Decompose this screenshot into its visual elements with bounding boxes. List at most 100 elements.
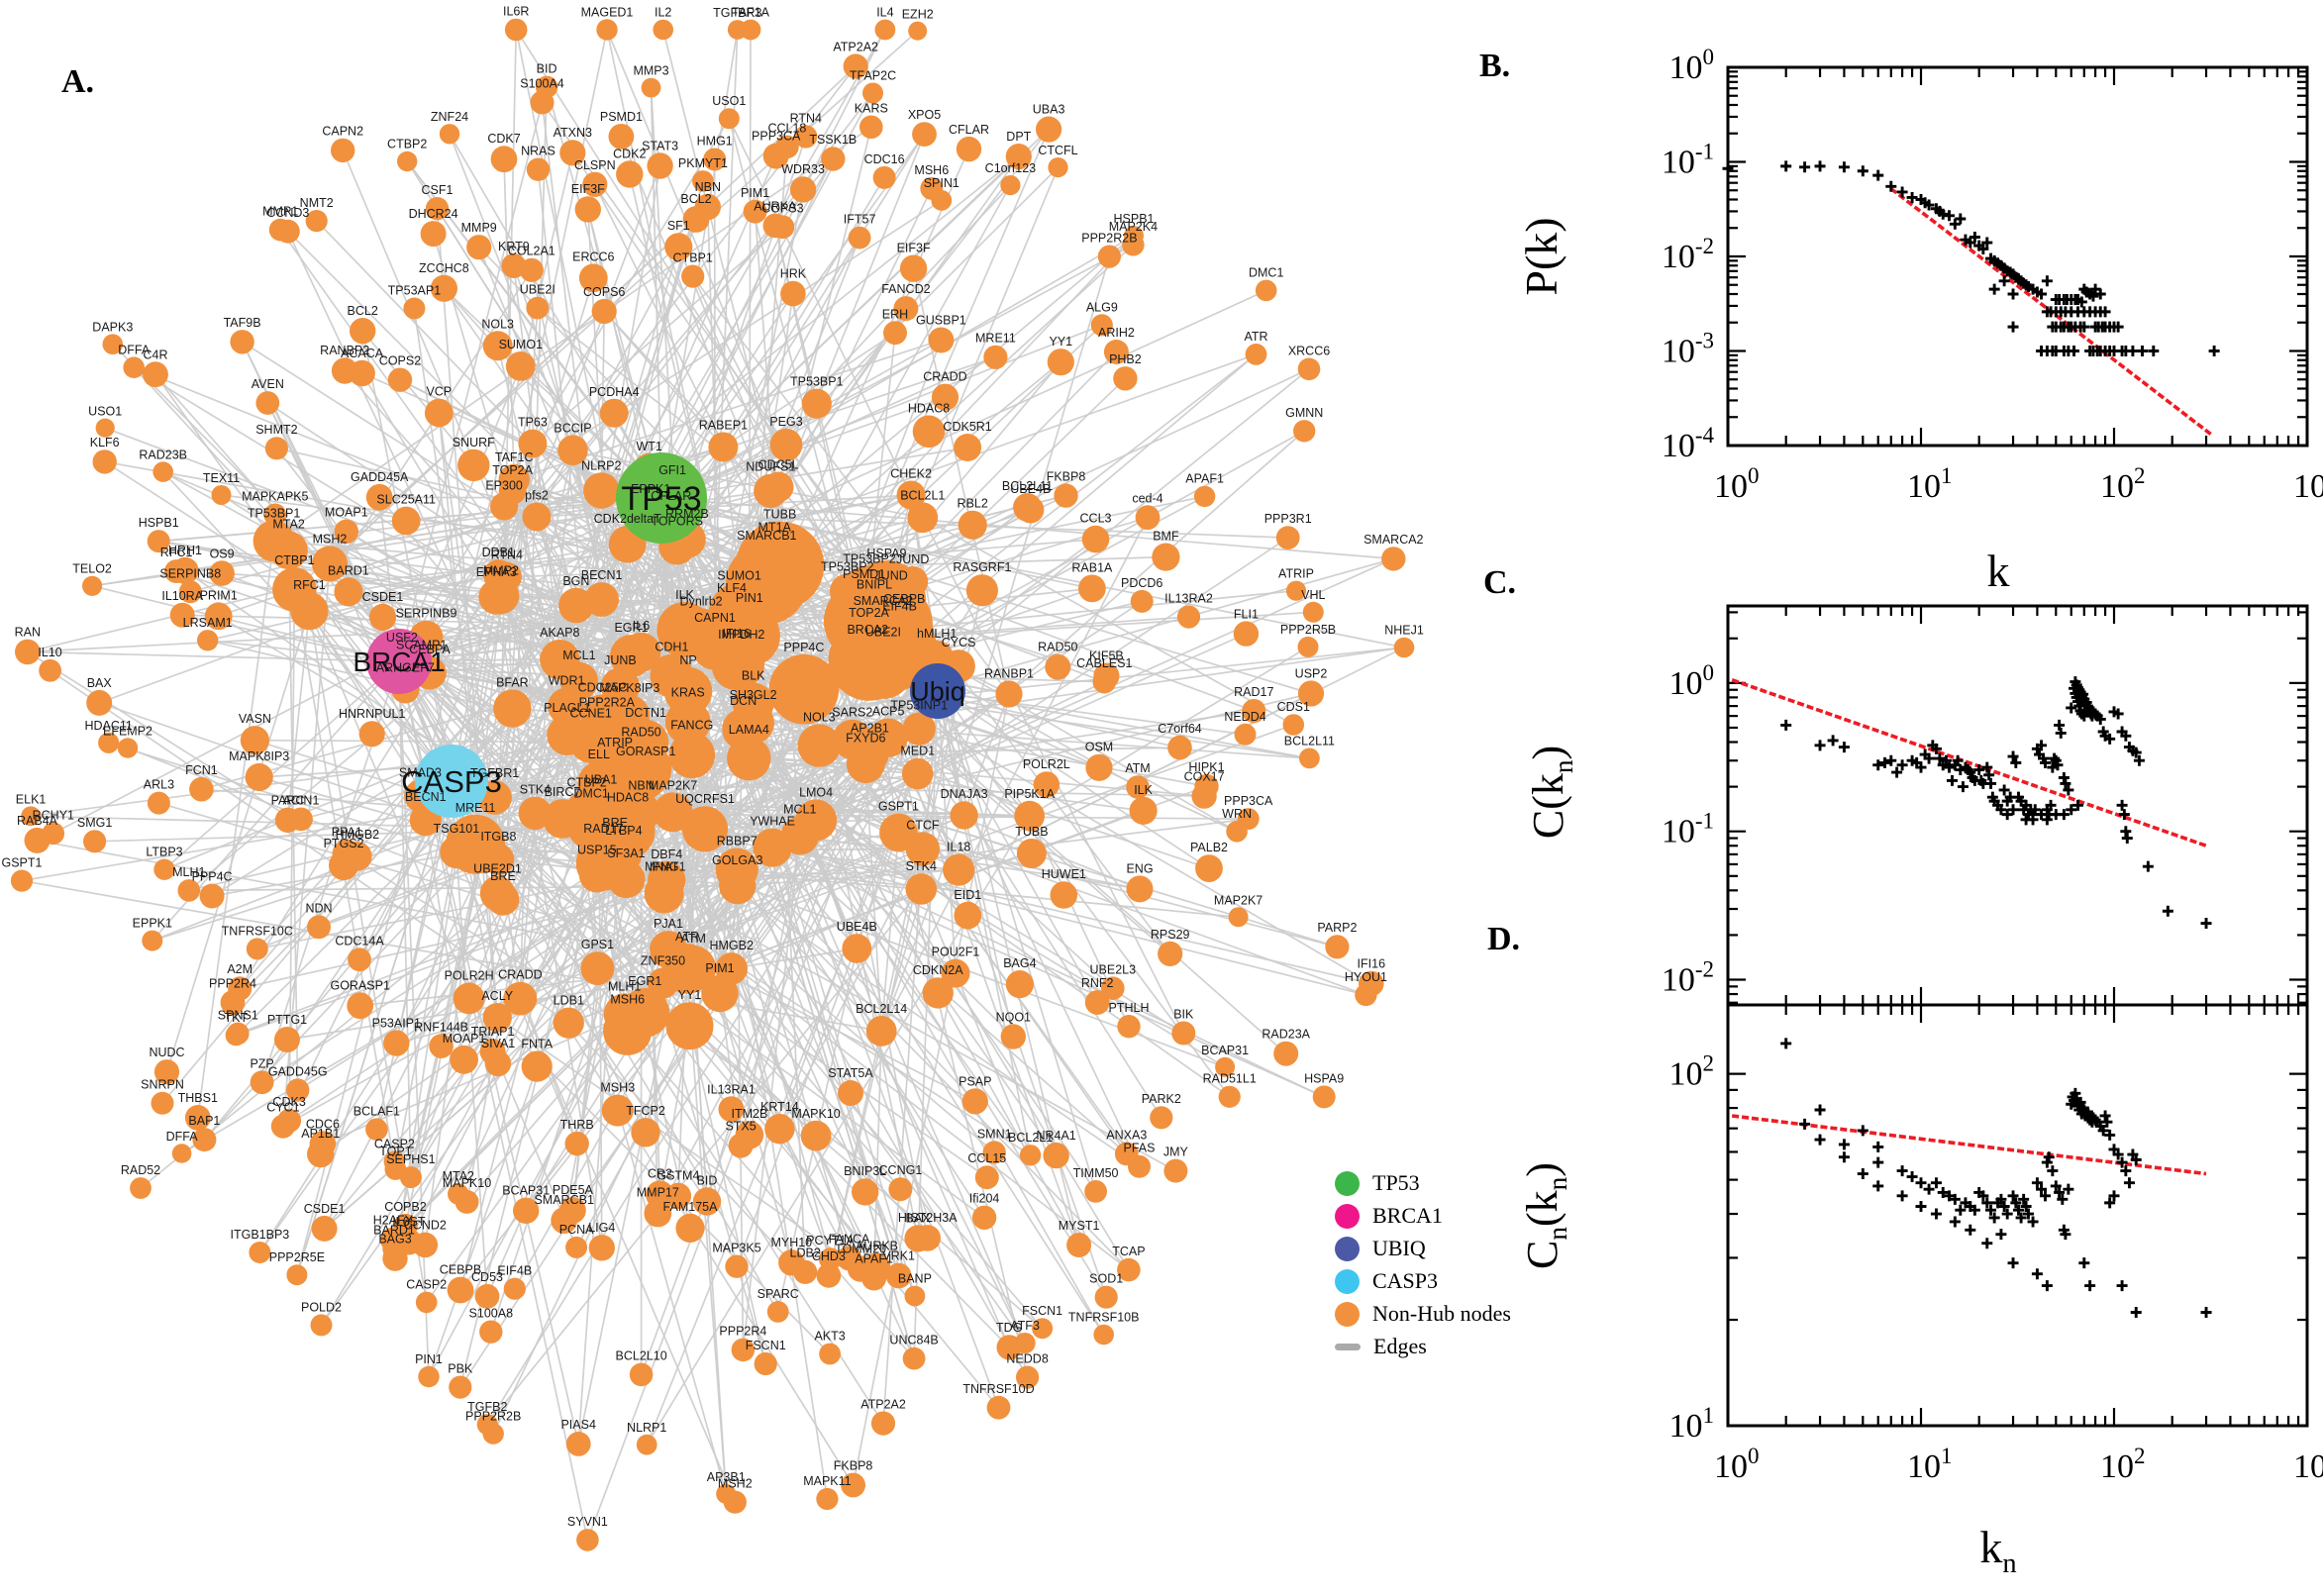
data-point	[1977, 1190, 1989, 1202]
network-node	[1016, 1365, 1040, 1389]
data-point	[1814, 740, 1826, 751]
gene-label: BCL2L10	[616, 1349, 667, 1363]
gene-label: TOPORS	[651, 515, 703, 529]
gene-label: RNF144B	[414, 1020, 468, 1034]
gene-label: POU2F1	[932, 946, 980, 959]
gene-label: TP63	[518, 416, 548, 430]
gene-label: PEG3	[769, 415, 802, 429]
network-edge	[486, 690, 939, 1426]
network-node	[838, 1080, 863, 1106]
gene-label: MT1A	[758, 521, 792, 535]
gene-label: LDB1	[554, 994, 584, 1008]
gene-label: HRK	[780, 267, 807, 281]
network-node	[789, 176, 817, 203]
network-node	[1275, 526, 1300, 549]
gene-label: BECN1	[405, 790, 447, 804]
gene-label: CCL15	[967, 1151, 1006, 1165]
network-node	[535, 75, 558, 99]
data-point	[1896, 1165, 1908, 1177]
data-point	[2039, 756, 2051, 768]
network-node	[832, 719, 872, 760]
gene-label: ATP2A2	[833, 40, 878, 53]
network-node	[816, 1487, 839, 1511]
data-point	[1985, 1204, 1997, 1216]
network-node	[675, 1213, 705, 1243]
data-point	[2112, 321, 2124, 333]
network-node	[865, 1016, 897, 1047]
network-node	[603, 1006, 653, 1055]
data-point	[2133, 754, 2145, 766]
gene-label: CCNG1	[879, 1163, 923, 1177]
data-point	[2031, 1177, 2043, 1189]
gene-label: BID	[697, 1173, 718, 1187]
gene-label: RAB4A	[17, 814, 58, 828]
gene-label: EIF3F	[571, 182, 605, 196]
gene-label: FSCN1	[1022, 1304, 1062, 1318]
gene-label: ENG	[1126, 862, 1153, 876]
gene-label: CTBP1	[274, 553, 314, 567]
network-node	[1193, 485, 1216, 508]
data-point	[2108, 1190, 2120, 1202]
hub-node-brca1	[366, 629, 432, 694]
gene-label: CDK2deltaT	[594, 512, 661, 526]
network-node	[147, 791, 170, 815]
gene-label: USO1	[712, 94, 746, 108]
gene-label: GSPT1	[878, 800, 919, 814]
network-panel: BCL2 MCL1 BAX APAF1 BCL2L1 BID CASP2 CFLAR STK4 F…	[2, 5, 1424, 1551]
gene-label: ITGB1BP3	[231, 1228, 290, 1242]
gene-label: GSPT1	[2, 856, 43, 870]
gene-label: SHMT2	[255, 423, 297, 437]
gene-label: HDAC11	[84, 719, 132, 733]
network-node	[1045, 653, 1071, 680]
network-node	[908, 21, 928, 41]
gene-label: TSSK1B	[809, 133, 857, 147]
network-node	[899, 254, 928, 282]
network-node	[189, 776, 214, 802]
network-node	[726, 542, 808, 625]
hub-label-tp53: TP53	[621, 480, 701, 518]
network-node	[171, 1144, 192, 1163]
legend-item-ubiq: UBIQ	[1335, 1236, 1511, 1261]
data-point	[1872, 1141, 1884, 1152]
network-node	[482, 1002, 512, 1033]
gene-label: NEDD4	[1224, 710, 1265, 724]
network-node	[1093, 662, 1120, 689]
gene-label: SLC25A11	[376, 493, 436, 507]
gene-label: CEBPA	[409, 643, 451, 656]
gene-label: PALB2	[1190, 841, 1228, 854]
network-node	[227, 1022, 250, 1046]
gene-label: C4R	[143, 348, 167, 361]
network-edge	[603, 310, 771, 492]
gene-label: COX17	[1184, 769, 1225, 783]
gene-label: SYVN1	[567, 1515, 608, 1529]
network-node	[305, 210, 328, 233]
network-node	[518, 429, 548, 458]
gene-label: LDB2	[790, 1247, 821, 1260]
data-point	[2118, 809, 2130, 821]
gene-label: PJA1	[654, 917, 683, 931]
network-node	[711, 641, 761, 691]
data-point	[2104, 733, 2116, 745]
network-node	[725, 1254, 749, 1278]
gene-label: USF2	[386, 631, 418, 645]
gene-label: DNAJA3	[941, 787, 988, 801]
data-point	[1872, 1180, 1884, 1192]
network-node	[420, 221, 447, 248]
gene-label: SF1	[667, 219, 690, 233]
gene-label: BCLAF1	[354, 1105, 400, 1119]
gene-label: UBE2I	[520, 283, 556, 297]
data-point	[1923, 199, 1935, 211]
gene-label: SPNS1	[218, 1009, 258, 1023]
network-node	[1036, 116, 1062, 143]
gene-label: ATRIP	[597, 736, 633, 749]
gene-label: RTN4	[790, 111, 822, 125]
gene-label: SOD1	[1089, 1272, 1123, 1286]
gene-label: BAG4	[1003, 956, 1036, 970]
network-edge	[451, 780, 1010, 1348]
network-edge	[917, 557, 1394, 775]
gene-label: MMP1	[262, 205, 298, 219]
network-node	[971, 1205, 997, 1231]
gene-label: PZP	[250, 1056, 273, 1070]
gene-label: TUBB	[1015, 825, 1048, 839]
gene-label: BGN	[562, 574, 589, 588]
